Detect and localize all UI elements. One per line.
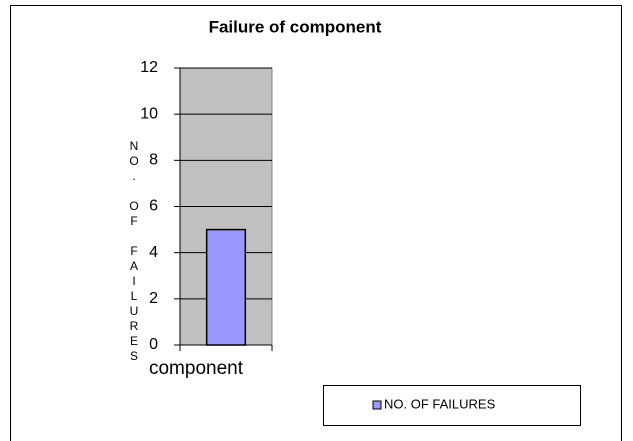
y-tick-label: 10 bbox=[140, 105, 158, 122]
y-tick-label: 6 bbox=[149, 198, 158, 215]
x-tick-label: component bbox=[149, 358, 244, 379]
y-axis-label: NO. OF FAILURES bbox=[127, 138, 141, 364]
legend-box bbox=[323, 385, 581, 426]
y-tick-label: 12 bbox=[140, 59, 158, 76]
legend-label: NO. OF FAILURES bbox=[384, 396, 496, 411]
bar bbox=[205, 228, 247, 346]
chart-title: Failure of component bbox=[209, 17, 382, 36]
y-tick-label: 2 bbox=[149, 290, 158, 307]
y-tick-label: 8 bbox=[149, 152, 158, 169]
legend-swatch bbox=[372, 400, 382, 410]
chart-border bbox=[10, 5, 622, 441]
y-tick-label: 0 bbox=[149, 336, 158, 353]
y-tick-label: 4 bbox=[149, 244, 158, 261]
